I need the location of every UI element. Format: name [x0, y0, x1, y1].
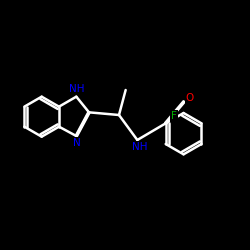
Text: O: O	[186, 93, 194, 103]
Text: F: F	[171, 111, 177, 121]
Text: NH: NH	[69, 84, 85, 94]
Text: NH: NH	[132, 142, 148, 152]
Text: N: N	[73, 138, 81, 148]
